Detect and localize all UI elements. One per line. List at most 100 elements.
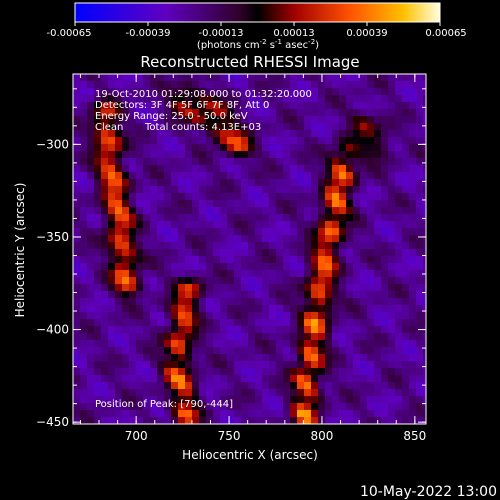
heatmap-cell	[262, 256, 270, 264]
heatmap-cell	[178, 158, 186, 166]
heatmap-cell	[325, 214, 333, 222]
heatmap-cell	[276, 186, 284, 194]
heatmap-cell	[150, 144, 158, 152]
heatmap-cell	[304, 410, 312, 418]
heatmap-cell	[206, 172, 214, 180]
heatmap-cell	[108, 81, 116, 89]
heatmap-cell	[80, 102, 88, 110]
heatmap-cell	[157, 389, 165, 397]
heatmap-cell	[353, 354, 361, 362]
heatmap-cell	[206, 389, 214, 397]
heatmap-cell	[402, 179, 410, 187]
heatmap-cell	[143, 375, 151, 383]
heatmap-cell	[136, 165, 144, 173]
heatmap-cell	[402, 74, 410, 82]
heatmap-cell	[262, 186, 270, 194]
heatmap-cell	[318, 396, 326, 404]
heatmap-cell	[423, 221, 426, 229]
heatmap-cell	[402, 403, 410, 411]
heatmap-cell	[150, 249, 158, 257]
heatmap-cell	[381, 291, 389, 299]
heatmap-cell	[402, 284, 410, 292]
heatmap-cell	[136, 221, 144, 229]
heatmap-cell	[115, 284, 123, 292]
heatmap-cell	[276, 403, 284, 411]
heatmap-cell	[122, 347, 130, 355]
heatmap-cell	[108, 186, 116, 194]
heatmap-cell	[73, 186, 81, 194]
heatmap-cell	[318, 186, 326, 194]
heatmap-cell	[157, 291, 165, 299]
heatmap-cell	[157, 193, 165, 201]
heatmap-cell	[416, 102, 424, 110]
heatmap-cell	[395, 95, 403, 103]
heatmap-cell	[157, 172, 165, 180]
heatmap-cell	[150, 396, 158, 404]
heatmap-cell	[101, 403, 109, 411]
heatmap-cell	[115, 263, 123, 271]
heatmap-cell	[164, 158, 172, 166]
heatmap-cell	[220, 284, 228, 292]
heatmap-cell	[143, 144, 151, 152]
heatmap-cell	[192, 361, 200, 369]
heatmap-cell	[136, 249, 144, 257]
heatmap-cell	[80, 263, 88, 271]
heatmap-cell	[339, 172, 347, 180]
heatmap-cell	[346, 81, 354, 89]
heatmap-cell	[423, 256, 426, 264]
heatmap-cell	[192, 74, 200, 82]
heatmap-cell	[416, 242, 424, 250]
heatmap-cell	[206, 193, 214, 201]
heatmap-cell	[150, 403, 158, 411]
heatmap-cell	[115, 312, 123, 320]
heatmap-cell	[115, 102, 123, 110]
heatmap-cell	[143, 305, 151, 313]
heatmap-cell	[423, 130, 426, 138]
heatmap-cell	[276, 375, 284, 383]
heatmap-cell	[353, 144, 361, 152]
heatmap-cell	[227, 109, 235, 117]
heatmap-cell	[360, 354, 368, 362]
heatmap-cell	[129, 361, 137, 369]
heatmap-cell	[192, 277, 200, 285]
heatmap-cell	[136, 284, 144, 292]
heatmap-cell	[290, 109, 298, 117]
heatmap-cell	[255, 389, 263, 397]
heatmap-cell	[171, 298, 179, 306]
heatmap-cell	[332, 102, 340, 110]
heatmap-cell	[402, 88, 410, 96]
heatmap-cell	[367, 172, 375, 180]
heatmap-cell	[416, 375, 424, 383]
heatmap-cell	[304, 347, 312, 355]
heatmap-cell	[332, 165, 340, 173]
heatmap-cell	[402, 291, 410, 299]
heatmap-cell	[87, 256, 95, 264]
heatmap-cell	[255, 410, 263, 418]
heatmap-cell	[318, 81, 326, 89]
heatmap-cell	[325, 151, 333, 159]
heatmap-cell	[360, 235, 368, 243]
heatmap-cell	[108, 88, 116, 96]
heatmap-cell	[374, 256, 382, 264]
heatmap-cell	[108, 242, 116, 250]
heatmap-cell	[185, 319, 193, 327]
heatmap-cell	[87, 410, 95, 418]
heatmap-cell	[234, 270, 242, 278]
heatmap-cell	[101, 291, 109, 299]
heatmap-cell	[157, 179, 165, 187]
heatmap-cell	[94, 214, 102, 222]
heatmap-cell	[311, 389, 319, 397]
heatmap-cell	[73, 193, 81, 201]
heatmap-cell	[213, 207, 221, 215]
heatmap-cell	[346, 326, 354, 334]
heatmap-cell	[297, 361, 305, 369]
heatmap-cell	[234, 165, 242, 173]
heatmap-cell	[94, 235, 102, 243]
heatmap-cell	[402, 130, 410, 138]
heatmap-cell	[283, 319, 291, 327]
heatmap-cell	[73, 235, 81, 243]
heatmap-cell	[388, 389, 396, 397]
heatmap-cell	[122, 228, 130, 236]
heatmap-cell	[374, 95, 382, 103]
